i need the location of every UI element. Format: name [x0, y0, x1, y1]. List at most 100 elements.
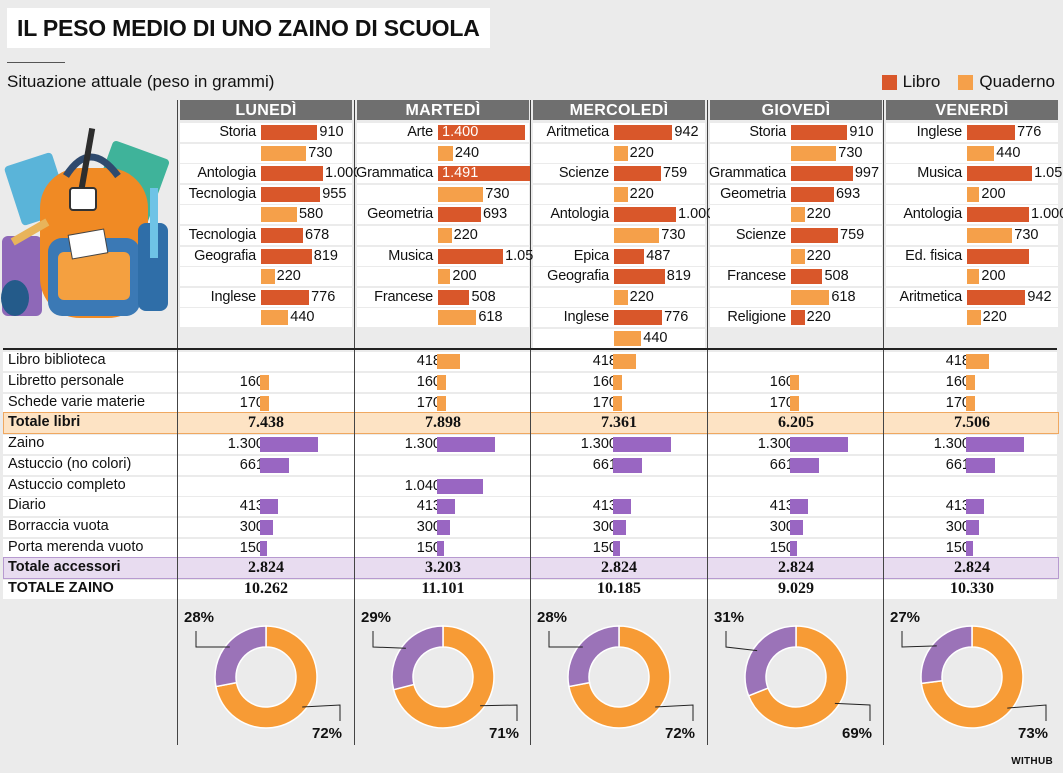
totale-libri-band	[3, 412, 1059, 434]
bar-value-label: 220	[982, 309, 1007, 326]
quaderno-bar	[967, 269, 980, 285]
totale-accessori-value: 2.824	[954, 559, 990, 576]
totale-libri-value: 7.361	[601, 414, 637, 431]
leader-line	[1007, 704, 1047, 721]
section-rule	[3, 348, 1057, 350]
libro-bar	[791, 310, 805, 326]
bar-value-label: 910	[319, 124, 344, 140]
bar-value-label: 955	[322, 185, 347, 202]
extra-value: 160	[239, 374, 264, 390]
accessory-bar	[437, 437, 495, 452]
extra-bar	[437, 375, 446, 390]
totale-libri-value: 7.506	[954, 414, 990, 431]
book-row: Storia 910	[180, 123, 352, 142]
totale-accessori-value: 3.203	[425, 559, 461, 576]
subject-label: Francese	[374, 288, 433, 305]
quaderno-bar	[438, 228, 452, 243]
libro-bar	[967, 289, 1026, 305]
quaderno-bar	[614, 228, 660, 243]
accessory-value: 1.300	[404, 436, 441, 452]
book-row: 730	[710, 143, 882, 163]
bar-value-label: 1.000	[678, 206, 715, 223]
book-row: 220	[886, 308, 1058, 328]
book-row: 580	[180, 205, 352, 225]
leader-line	[548, 631, 583, 648]
leader-line	[195, 631, 230, 648]
libro-bar	[614, 207, 676, 223]
libro-bar	[261, 228, 304, 243]
donut-slice-libri	[920, 625, 1024, 729]
libro-bar	[791, 269, 823, 285]
accessory-value: 300	[769, 519, 794, 535]
accessory-value: 300	[239, 519, 264, 535]
subject-label: Inglese	[210, 288, 257, 305]
donut-slice-libri	[392, 625, 495, 729]
book-row: Scienze 759	[710, 226, 882, 245]
row-label-libro-biblioteca: Libro biblioteca	[8, 352, 106, 368]
accessory-bar	[260, 437, 318, 452]
accessory-bar	[260, 499, 279, 514]
extra-bar	[613, 396, 623, 411]
leader-line	[480, 704, 518, 721]
subject-label: Scienze	[558, 165, 609, 182]
libro-bar	[614, 248, 645, 264]
quaderno-bar	[791, 248, 805, 264]
accessory-bar	[966, 458, 996, 473]
totale-libri-value: 7.438	[248, 414, 284, 431]
book-row: 240	[357, 143, 529, 163]
book-row: 618	[357, 308, 529, 328]
extra-bar	[437, 396, 447, 411]
book-row: Ed. fisica	[886, 246, 1058, 266]
book-row: Scienze 759	[533, 164, 705, 184]
book-row: Antologia 1.000	[533, 205, 714, 225]
book-row: 220	[357, 226, 529, 245]
subject-label: Storia	[219, 124, 256, 140]
libro-bar	[614, 310, 663, 326]
accessory-bar	[966, 437, 1024, 452]
libro-bar	[614, 166, 662, 182]
book-row: 440	[533, 329, 705, 348]
totale-accessori-value: 2.824	[778, 559, 814, 576]
book-row: Storia 910	[710, 123, 882, 142]
quaderno-bar	[438, 186, 484, 202]
accessory-bar	[613, 520, 627, 535]
day-column-2: MERCOLEDÌ Aritmetica 942 220 Scienze 759 220 An…	[533, 100, 714, 348]
libro-bar	[614, 269, 665, 285]
accessory-bar	[613, 499, 632, 514]
subject-label: Epica	[573, 247, 609, 264]
donut-chart	[725, 625, 871, 729]
leader-line	[834, 702, 871, 721]
libro-bar	[791, 125, 848, 140]
accessory-value: 300	[592, 519, 617, 535]
libro-bar	[438, 125, 525, 140]
extra-bar	[790, 375, 799, 390]
accessory-value: 413	[769, 498, 794, 514]
subtitle: Situazione attuale (peso in grammi)	[7, 72, 275, 91]
accessory-bar	[790, 437, 848, 452]
accessory-bar	[790, 458, 820, 473]
bar-value-label: 819	[313, 247, 338, 264]
bar-value-label: 1.000	[1031, 206, 1063, 223]
accessory-bar	[790, 520, 804, 535]
column-separator	[883, 100, 884, 745]
row-label-totale-libri: Totale libri	[8, 414, 81, 430]
book-row: 440	[180, 308, 352, 328]
quaderno-bar	[438, 269, 451, 285]
legend: Libro Quaderno	[864, 72, 1055, 92]
day-column-1: MARTEDÌ Arte 1.400 240 Grammatica 1.491 730 Geo…	[356, 100, 541, 328]
subject-label: Grammatica	[709, 165, 786, 182]
quaderno-bar	[614, 289, 628, 305]
book-row: Aritmetica 942	[886, 287, 1058, 307]
accessory-value: 1.300	[227, 436, 264, 452]
donut-slice-accessori	[567, 625, 620, 688]
book-row: Antologia 1.000	[886, 205, 1063, 225]
row-label-zaino: Zaino	[8, 435, 45, 451]
totale-zaino-value: 9.029	[778, 580, 814, 597]
libro-bar	[967, 248, 1029, 264]
book-row: Inglese 776	[533, 308, 705, 328]
bar-value-label: 220	[629, 185, 654, 202]
book-row: 220	[533, 184, 705, 204]
bar-value-label: 508	[824, 268, 849, 285]
donut-pct-libri: 69%	[842, 725, 873, 742]
row-label-borraccia-vuota: Borraccia vuota	[8, 518, 109, 534]
